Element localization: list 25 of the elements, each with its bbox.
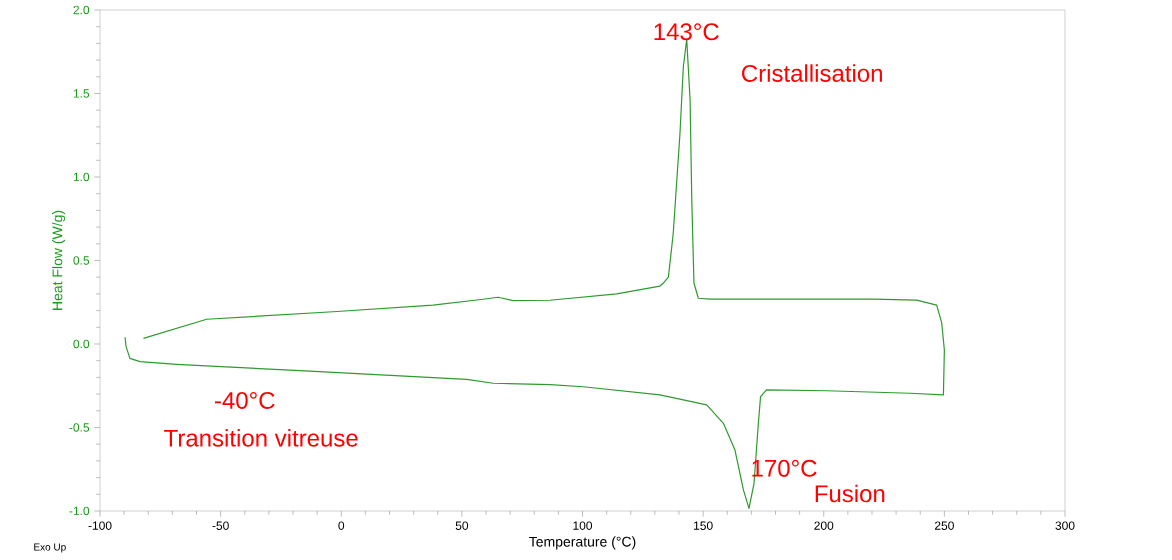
annotation: Transition vitreuse	[164, 429, 358, 447]
x-tick-label: 200	[814, 521, 834, 530]
x-tick-label: -50	[212, 521, 229, 530]
y-tick-label: 2.0	[73, 5, 90, 15]
x-tick-label: 50	[455, 521, 469, 530]
x-axis-title: Temperature (°C)	[529, 536, 636, 550]
y-tick-label: 0.0	[73, 339, 90, 349]
annotation: Fusion	[815, 484, 885, 503]
annotation: 143°C	[654, 23, 719, 41]
y-tick-label: 0.5	[73, 256, 90, 265]
x-tick-label: 300	[1055, 521, 1075, 530]
annotation: 170°C	[752, 459, 817, 477]
y-tick-label: -1.0	[69, 506, 90, 516]
text: Exo Up	[34, 543, 66, 553]
y-tick-label: 1.5	[73, 89, 90, 98]
x-tick-label: 250	[934, 521, 954, 530]
x-tick-label: 150	[694, 521, 713, 530]
annotation: Cristallisation	[742, 64, 882, 82]
y-tick-label: 1.0	[73, 172, 90, 182]
x-tick-label: -100	[88, 521, 112, 530]
x-tick-label: 100	[573, 521, 593, 530]
annotation: -40°C	[215, 391, 275, 409]
x-tick-label: 0	[338, 521, 345, 530]
y-axis-title: Heat Flow (W/g)	[52, 210, 66, 310]
y-tick-label: -0.5	[69, 423, 90, 432]
